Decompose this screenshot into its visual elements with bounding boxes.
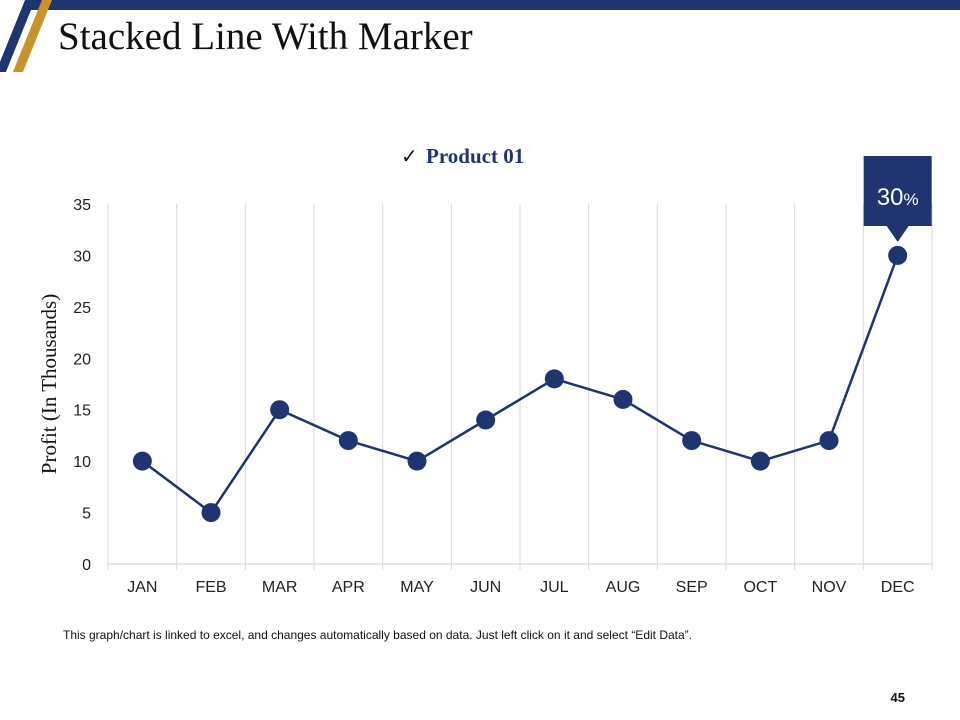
data-point-mar (270, 400, 290, 420)
x-tick-label-apr: APR (332, 579, 365, 596)
page-number: 45 (890, 690, 905, 705)
data-point-apr (338, 431, 358, 451)
x-tick-label-oct: OCT (743, 579, 777, 596)
x-tick-label-dec: DEC (881, 579, 915, 596)
y-axis-label: Profit (In Thousands) (37, 294, 61, 474)
y-tick-label-20: 20 (73, 351, 91, 368)
x-tick-label-nov: NOV (812, 579, 847, 596)
data-point-nov (819, 431, 839, 451)
data-point-jul (544, 369, 564, 389)
legend-check-icon: ✓ (401, 144, 418, 168)
x-tick-label-may: MAY (400, 579, 434, 596)
data-point-aug (613, 389, 633, 409)
y-tick-label-30: 30 (73, 248, 91, 265)
data-point-feb (201, 503, 221, 523)
series-line (141, 254, 899, 514)
legend[interactable]: ✓ Product 01 (401, 144, 524, 168)
footnote: This graph/chart is linked to excel, and… (63, 628, 692, 642)
data-point-jun (476, 410, 496, 430)
data-point-dec (888, 245, 908, 265)
callout-unit: % (903, 190, 918, 209)
callout-label: 30% (877, 184, 919, 211)
x-tick-label-jul: JUL (540, 579, 569, 596)
y-tick-label-35: 35 (73, 197, 91, 214)
data-point-jan (132, 451, 152, 471)
x-tick-label-jan: JAN (127, 579, 157, 596)
y-tick-label-0: 0 (82, 557, 91, 574)
data-point-sep (682, 431, 702, 451)
value-callout: 30% (863, 156, 932, 242)
y-tick-label-5: 5 (82, 506, 91, 523)
x-tick-label-sep: SEP (676, 579, 708, 596)
slide-title: Stacked Line With Marker (58, 15, 473, 58)
x-tick-label-aug: AUG (606, 579, 641, 596)
callout-value: 30 (877, 184, 904, 211)
callout-flag (863, 156, 932, 242)
header-bar (30, 0, 960, 10)
legend-entry-product-01: Product 01 (426, 144, 524, 168)
axes: JAN FEB MAR APR MAY JUN JUL AUG SEP OCT NOV DEC 0 5 10… (73, 197, 933, 596)
x-tick-label-feb: FEB (195, 579, 226, 596)
grid-lines (107, 204, 933, 564)
series-product-01 (132, 245, 908, 523)
data-point-may (407, 451, 427, 471)
x-tick-label-mar: MAR (262, 579, 298, 596)
y-tick-label-25: 25 (73, 300, 91, 317)
y-tick-label-15: 15 (73, 403, 91, 420)
y-tick-label-10: 10 (73, 454, 91, 471)
x-tick-label-jun: JUN (470, 579, 501, 596)
data-point-oct (750, 451, 770, 471)
